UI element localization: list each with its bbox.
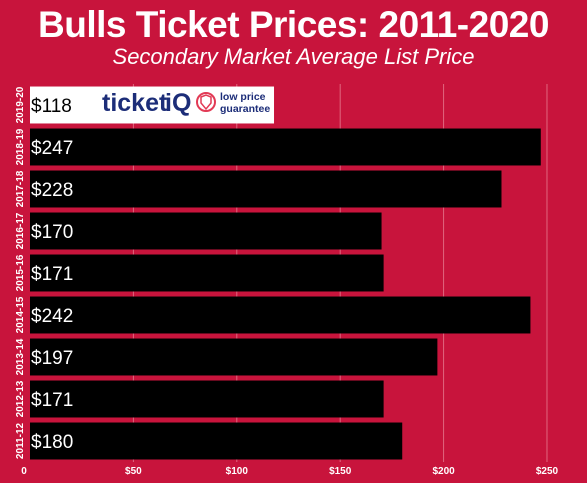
chart-subtitle: Secondary Market Average List Price <box>112 44 475 69</box>
bar <box>30 380 384 418</box>
bar <box>30 170 502 208</box>
y-category-label: 2011-12 <box>15 422 26 459</box>
y-category-label: 2016-17 <box>15 212 26 249</box>
bar <box>30 422 403 460</box>
bar <box>30 254 384 292</box>
y-axis-categories: 2019-20 2018-19 2017-18 2016-17 2015-16 2014-… <box>15 86 26 459</box>
bar-data-label: $197 <box>31 348 73 369</box>
logo-brand-main: ticket <box>102 89 168 117</box>
bars: $118 $247 $228 $170 $171 $242 $197 $171 $180 <box>30 86 541 460</box>
bar-data-label: $247 <box>31 138 73 159</box>
x-tick-label: $100 <box>226 466 249 477</box>
x-tick-label: $250 <box>536 466 559 477</box>
x-tick-label: $50 <box>125 466 142 477</box>
bar-data-label: $228 <box>31 180 73 201</box>
bar-data-label: $170 <box>31 222 73 243</box>
y-category-label: 2019-20 <box>15 86 26 123</box>
bar <box>30 338 438 376</box>
bar-data-label: $171 <box>31 264 73 285</box>
x-axis-ticks: 0 $50 $100 $150 $200 $250 <box>21 466 558 477</box>
logo-tagline-2: guarantee <box>220 103 270 115</box>
y-category-label: 2012-13 <box>15 380 26 417</box>
y-category-label: 2018-19 <box>15 128 26 165</box>
x-tick-label: $200 <box>432 466 455 477</box>
bar <box>30 86 275 124</box>
chart-title: Bulls Ticket Prices: 2011-2020 <box>38 4 549 45</box>
bar-data-label: $171 <box>31 390 73 411</box>
x-tick-label: $150 <box>329 466 352 477</box>
bar-data-label: $180 <box>31 432 73 453</box>
y-category-label: 2013-14 <box>15 338 26 375</box>
y-category-label: 2014-15 <box>15 296 26 333</box>
bar-data-label: $242 <box>31 306 73 327</box>
bar-data-label: $118 <box>31 96 72 117</box>
y-category-label: 2015-16 <box>15 254 26 291</box>
logo-brand-accent: iQ <box>165 89 191 117</box>
y-category-label: 2017-18 <box>15 170 26 207</box>
ticketiq-logo: ticket iQ low price guarantee <box>102 89 270 117</box>
bar <box>30 128 541 166</box>
logo-tagline-1: low price <box>220 91 266 103</box>
shield-icon <box>196 92 216 112</box>
bar <box>30 296 531 334</box>
x-tick-label: 0 <box>21 466 27 477</box>
bar <box>30 212 382 250</box>
